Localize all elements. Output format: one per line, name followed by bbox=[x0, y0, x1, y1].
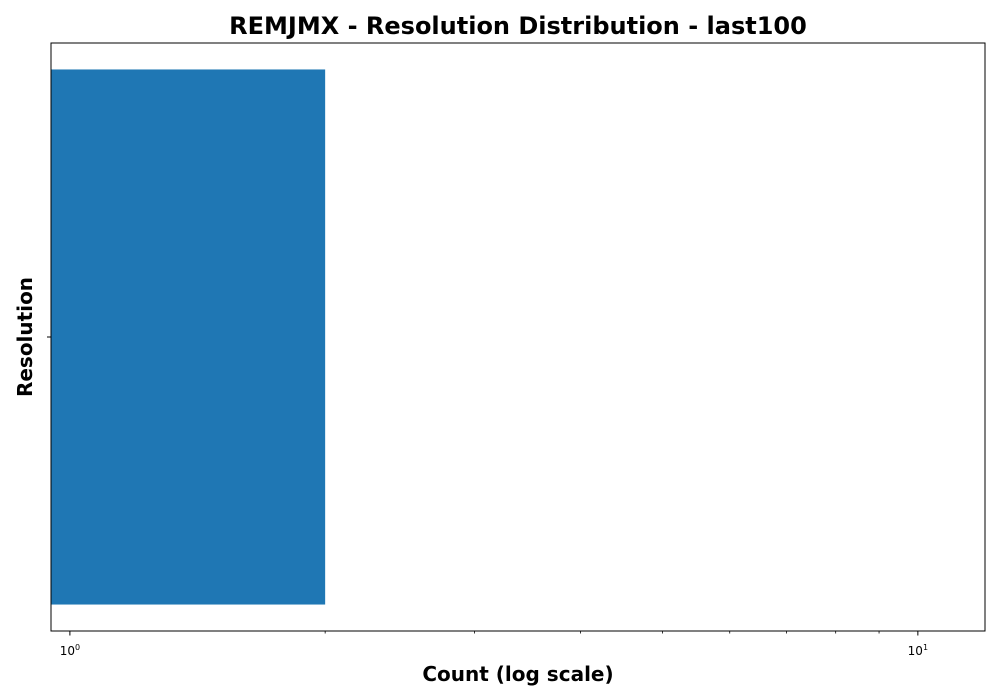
plot-area: 100 101 bbox=[47, 42, 986, 658]
y-axis-label: Resolution bbox=[13, 277, 37, 397]
chart-title: REMJMX - Resolution Distribution - last1… bbox=[229, 12, 807, 40]
bar bbox=[51, 69, 326, 605]
x-tick-label: 100 bbox=[60, 643, 80, 658]
x-axis-label: Count (log scale) bbox=[422, 662, 613, 686]
axes-frame bbox=[50, 42, 986, 632]
x-tick-label: 101 bbox=[908, 643, 928, 658]
